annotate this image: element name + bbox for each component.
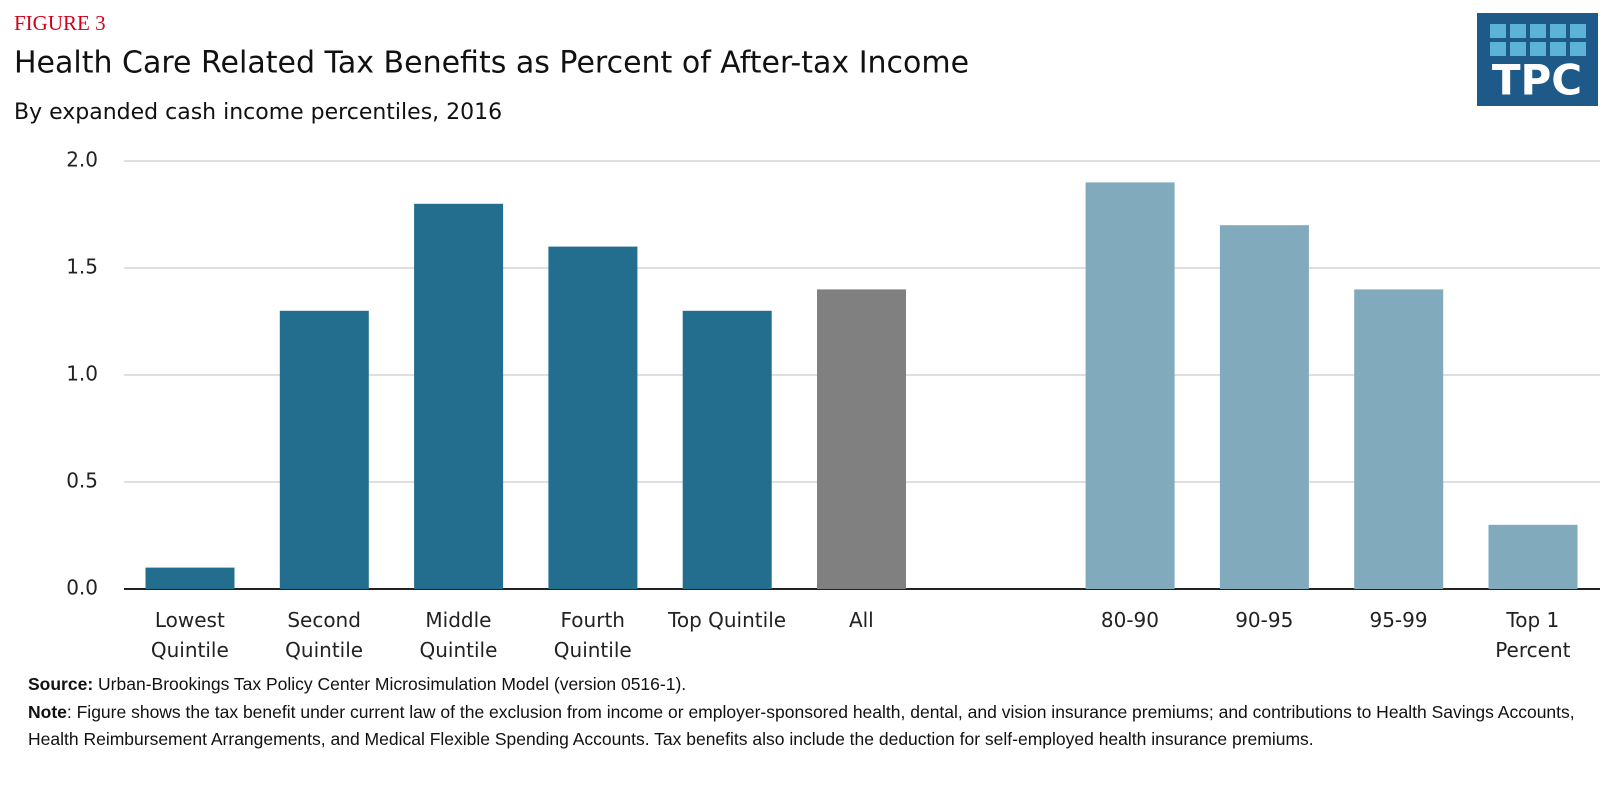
logo-text: TPC [1492,56,1582,105]
x-tick-label: Fourth Quintile [553,608,632,662]
logo: TPC [1477,13,1598,106]
y-tick-label: 0.0 [66,576,98,600]
bar [145,567,235,589]
y-tick-label: 1.5 [66,255,98,279]
x-tick-label: 90-95 [1235,608,1294,632]
x-tick-label: Top Quintile [668,608,787,632]
x-tick-label: 95-99 [1369,608,1428,632]
figure-label: FIGURE 3 [14,11,106,35]
x-tick-label: Middle Quintile [419,608,498,662]
chart-title: Health Care Related Tax Benefits as Perc… [14,46,969,81]
source-label: Source: [28,674,94,694]
bar [548,246,638,589]
y-tick-label: 1.0 [66,362,98,386]
y-tick-label: 2.0 [66,148,98,172]
note-label: Note [28,701,67,722]
note-line: Note: Figure shows the tax benefit under… [28,699,1588,754]
chart-subtitle: By expanded cash income percentiles, 201… [14,100,502,125]
bar [1085,182,1175,589]
bar [414,203,504,590]
bar [1354,289,1444,589]
notes: Source: Urban-Brookings Tax Policy Cente… [28,671,1588,754]
x-tick-label: All [848,608,874,632]
logo-squares [1490,24,1586,56]
x-tick-label: 80-90 [1100,608,1159,632]
bar [1219,225,1309,589]
note-text: : Figure shows the tax benefit under cur… [28,701,1575,750]
bar [1488,524,1578,589]
bar [279,310,369,589]
source-text: Urban-Brookings Tax Policy Center Micros… [98,674,687,694]
source-line: Source: Urban-Brookings Tax Policy Cente… [28,671,1588,699]
bar [817,289,906,589]
y-tick-label: 0.5 [66,469,98,493]
bar [682,310,772,589]
x-tick-label: Lowest Quintile [150,608,229,662]
x-tick-label: Second Quintile [285,608,364,662]
x-tick-label: Top 1 Percent [1495,608,1571,662]
